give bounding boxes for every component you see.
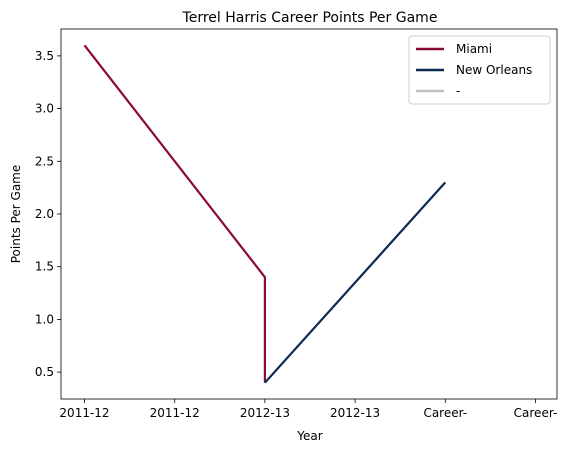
series-line-new-orleans xyxy=(264,181,447,384)
y-tick-label: 0.5 xyxy=(35,365,54,379)
legend-label: Miami xyxy=(456,42,492,56)
x-tick-label: Career- xyxy=(514,406,558,420)
x-tick-label: Career- xyxy=(423,406,467,420)
series-line-miami xyxy=(83,44,266,383)
x-tick-label: 2011-12 xyxy=(59,406,109,420)
y-tick-label: 3.5 xyxy=(35,49,54,63)
chart-title: Terrel Harris Career Points Per Game xyxy=(182,10,438,26)
y-tick-label: 2.0 xyxy=(35,207,54,221)
plot-lines xyxy=(83,44,447,384)
legend-items: Miami New Orleans - xyxy=(416,42,532,98)
legend-box xyxy=(408,35,551,105)
y-axis-title: Points Per Game xyxy=(9,165,23,264)
legend-label: - xyxy=(456,84,460,98)
y-tick-label: 1.5 xyxy=(35,260,54,274)
x-tick-label: 2012-13 xyxy=(240,406,290,420)
legend: Miami New Orleans - xyxy=(408,35,551,105)
x-tick-label: 2012-13 xyxy=(330,406,380,420)
y-tick-label: 3.0 xyxy=(35,102,54,116)
x-axis-title: Year xyxy=(296,429,322,443)
y-tick-label: 2.5 xyxy=(35,154,54,168)
x-tick-label: 2011-12 xyxy=(150,406,200,420)
y-axis-ticks: 0.5 1.0 1.5 2.0 2.5 3.0 3.5 xyxy=(35,49,61,379)
x-axis-ticks: 2011-12 2011-12 2012-13 2012-13 Career- Caree… xyxy=(59,399,557,420)
y-tick-label: 1.0 xyxy=(35,312,54,326)
legend-label: New Orleans xyxy=(456,63,532,77)
